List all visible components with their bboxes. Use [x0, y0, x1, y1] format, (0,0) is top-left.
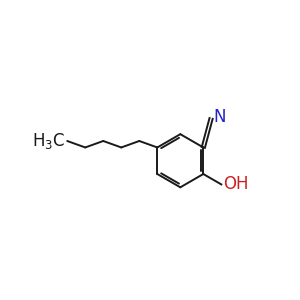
Text: H$_3$C: H$_3$C: [32, 131, 65, 151]
Text: OH: OH: [223, 176, 249, 194]
Text: N: N: [214, 108, 226, 126]
